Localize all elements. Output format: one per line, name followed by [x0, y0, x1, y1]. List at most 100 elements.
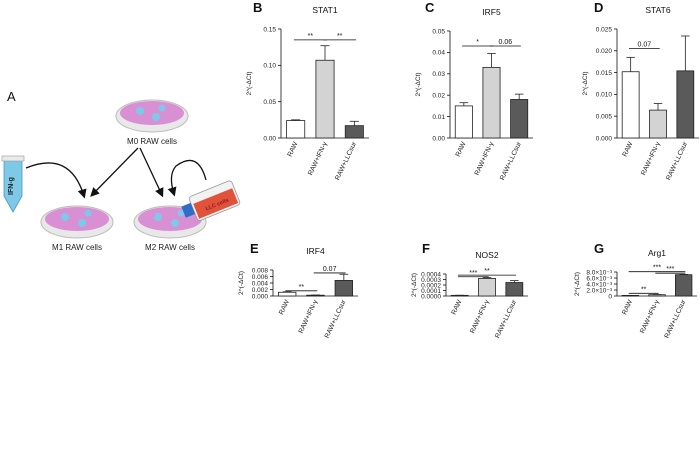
chart-panel-b: B STAT1 0.00 0.05 0.10 0.15 2^(-ΔCt) RAW RAW+IFN… — [246, 0, 369, 181]
panel-letter: C — [425, 0, 435, 15]
significance-label: 0.07 — [323, 266, 337, 273]
panel-letter: B — [253, 0, 262, 15]
significance-label: *** — [653, 265, 661, 272]
y-tick-label: 0.01 — [432, 114, 445, 121]
x-category-label: RAW — [287, 140, 300, 158]
significance-label: ** — [641, 286, 647, 293]
x-category-label: RAW+LLCsur — [665, 140, 689, 181]
chart-title: STAT1 — [312, 5, 337, 15]
bar-raw-llcsur — [505, 282, 524, 297]
bar-raw-ifn- — [482, 66, 501, 139]
y-tick-label: 0.04 — [432, 50, 445, 57]
bar-raw-llcsur — [675, 274, 693, 297]
bar-raw-ifn- — [315, 59, 335, 139]
significance-label: ** — [484, 268, 490, 275]
y-tick-label: 0.010 — [596, 92, 613, 99]
arrow-ifn-to-m1 — [25, 162, 87, 199]
cell-icon — [61, 213, 69, 221]
m1-label: M1 RAW cells — [52, 243, 102, 252]
x-category-label: RAW+LLCsur — [664, 298, 688, 339]
panel-a-schematic: A M0 RAW cells M1 RAW cells M2 RAW — [1, 89, 241, 252]
bar-raw-llcsur — [676, 70, 695, 139]
panel-letter: D — [594, 0, 603, 15]
y-axis-label: 2^(-ΔCt) — [415, 72, 422, 96]
y-axis-label: 2^(-ΔCt) — [238, 271, 245, 295]
m1-dish-medium — [45, 207, 109, 231]
bar-charts: B STAT1 0.00 0.05 0.10 0.15 2^(-ΔCt) RAW RAW+IFN… — [238, 0, 699, 339]
significance-label: 0.07 — [638, 42, 652, 49]
bar-raw — [286, 120, 306, 139]
cell-icon — [171, 219, 179, 227]
bar-raw-llcsur — [334, 279, 354, 297]
y-tick-label: 0.000 — [252, 293, 269, 300]
chart-panel-g: G Arg1 02.0×10⁻³4.0×10⁻³6.0×10⁻³8.0×10⁻³ 2^… — [574, 241, 697, 339]
chart-panel-f: F NOS2 0.00000.00010.00020.00030.00042^(-Δ… — [411, 241, 528, 339]
y-tick-label: 8.0×10⁻³ — [586, 269, 612, 276]
y-tick-label: 0.006 — [252, 274, 269, 281]
bar-raw — [454, 105, 473, 139]
arrow-llc-to-m2 — [167, 159, 207, 197]
y-tick-label: 0.05 — [263, 99, 276, 106]
ifn-g-tube-icon: IFN-g — [1, 155, 25, 213]
y-tick-label: 0.10 — [263, 63, 276, 70]
chart-title: IRF4 — [306, 246, 325, 256]
y-tick-label: 0.0004 — [421, 271, 441, 278]
llc-flask-icon: LLC cells — [181, 180, 241, 221]
y-tick-label: 0.0002 — [421, 282, 441, 289]
significance-label: ** — [337, 33, 343, 40]
y-tick-label: 0.0003 — [421, 277, 441, 284]
x-category-label: RAW+LLCsur — [334, 140, 358, 181]
y-tick-label: 0.002 — [252, 287, 269, 294]
cell-icon — [158, 104, 166, 112]
x-category-label: RAW+IFN-γ — [639, 298, 661, 334]
x-category-label: RAW+IFN-γ — [298, 298, 320, 334]
m2-label: M2 RAW cells — [145, 243, 195, 252]
y-tick-label: 0.05 — [432, 28, 445, 35]
cell-icon — [177, 209, 185, 217]
y-tick-label: 0.00 — [432, 135, 445, 142]
panel-letter: G — [594, 241, 604, 256]
x-category-label: RAW — [621, 298, 634, 316]
chart-title: IRF5 — [482, 7, 501, 17]
y-tick-label: 2.0×10⁻³ — [586, 287, 612, 294]
y-tick-label: 0.015 — [596, 70, 613, 77]
y-tick-label: 0.005 — [596, 114, 613, 121]
x-category-label: RAW+LLCsur — [494, 298, 518, 339]
y-tick-label: 4.0×10⁻³ — [586, 281, 612, 288]
x-category-label: RAW+IFN-γ — [469, 298, 491, 334]
bar-raw-llcsur — [510, 99, 529, 139]
y-tick-label: 0.000 — [596, 135, 613, 142]
bar-raw-ifn- — [649, 109, 667, 139]
cell-icon — [84, 209, 92, 217]
significance-label: ** — [308, 33, 314, 40]
x-category-label: RAW — [622, 140, 635, 158]
significance-label: 0.06 — [499, 39, 513, 46]
m0-label: M0 RAW cells — [127, 137, 177, 146]
x-category-label: RAW+LLCsur — [324, 298, 348, 339]
chart-panel-c: C IRF5 0.00 0.01 0.02 0.03 0.04 0.05 2^(-ΔCt) RAW… — [415, 0, 533, 181]
x-category-label: RAW — [278, 298, 291, 316]
chart-title: STAT6 — [645, 5, 670, 15]
y-tick-label: 0.020 — [596, 48, 613, 55]
m0-dish-medium — [120, 101, 184, 125]
panel-letter: E — [250, 241, 259, 256]
y-tick-label: 0.02 — [432, 93, 445, 100]
x-category-label: RAW+IFN-γ — [640, 140, 662, 176]
significance-label: *** — [666, 266, 674, 273]
significance-label: * — [476, 39, 479, 46]
bar-raw-llcsur — [344, 125, 364, 139]
significance-label: *** — [469, 270, 477, 277]
bar-raw — [277, 291, 297, 297]
y-tick-label: 0.03 — [432, 71, 445, 78]
cell-icon — [78, 219, 86, 227]
y-axis-label: 2^(-ΔCt) — [582, 71, 589, 95]
panel-a-letter: A — [7, 89, 16, 104]
m1-dish — [40, 205, 114, 239]
y-tick-label: 0.025 — [596, 26, 613, 33]
cell-icon — [136, 107, 144, 115]
y-tick-label: 0.004 — [252, 280, 269, 287]
y-tick-label: 0 — [608, 293, 612, 300]
x-category-label: RAW+IFN-γ — [307, 140, 329, 176]
